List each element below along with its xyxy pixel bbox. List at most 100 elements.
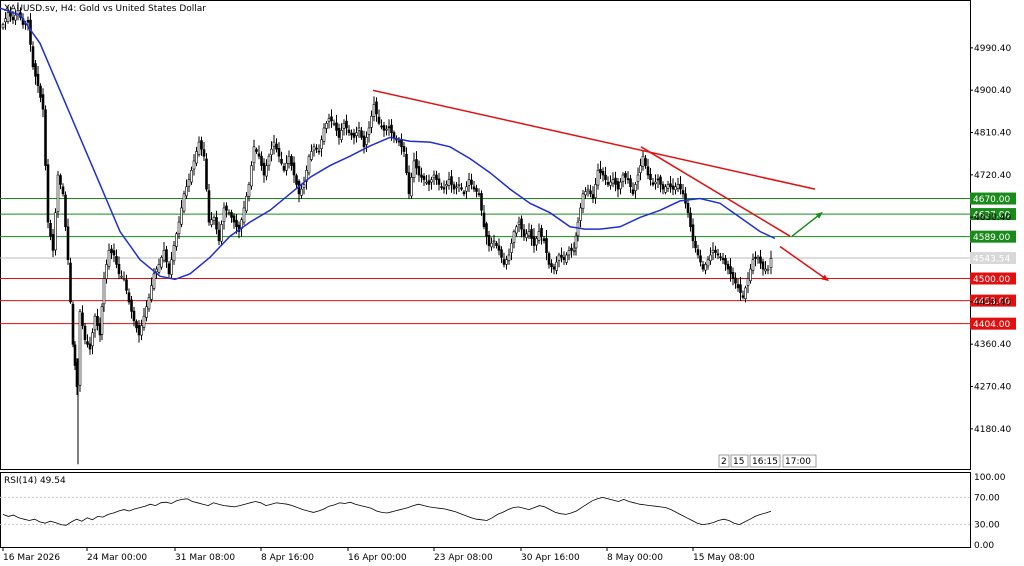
candle-body <box>125 279 128 291</box>
candle-body <box>127 292 131 303</box>
candle-body <box>744 287 747 299</box>
candle-body <box>157 264 161 273</box>
candle-body <box>560 254 563 258</box>
candle-body <box>472 186 476 190</box>
candle-body <box>532 236 536 246</box>
candle-body <box>282 166 286 171</box>
candle-body <box>505 259 508 265</box>
rsi-title: RSI(14) 49.54 <box>4 476 66 486</box>
candle-body <box>599 168 602 173</box>
candle-body <box>445 184 448 187</box>
rsi-panel-frame <box>0 472 971 548</box>
candle-body <box>641 155 645 167</box>
candle-body <box>365 137 368 145</box>
candle-body <box>327 118 331 122</box>
candle-body <box>167 263 171 275</box>
candle-body <box>235 219 238 228</box>
candle-body <box>200 140 203 150</box>
candle-body <box>691 224 695 242</box>
candle-body <box>485 223 488 237</box>
rsi-layer: 100.00 70.00 30.00 0.00 RSI(14) 49.54 <box>0 473 1006 551</box>
candle-body <box>98 323 102 336</box>
candle-body <box>754 256 757 259</box>
candle-body <box>661 184 665 190</box>
candle-body <box>576 221 580 237</box>
rsi-tick-label: 30.00 <box>974 521 1000 531</box>
level-badge-4404.00 <box>970 317 1016 330</box>
candle-body <box>107 249 111 267</box>
candle-body <box>56 174 60 212</box>
candle-body <box>497 245 501 251</box>
candle-body <box>701 264 705 270</box>
candle-body <box>626 178 630 181</box>
candle-body <box>734 277 737 284</box>
trend-line-2 <box>640 146 791 237</box>
candle-body <box>150 285 153 300</box>
candle-body <box>51 234 55 251</box>
candle-body <box>500 249 503 258</box>
candle-body <box>716 253 720 256</box>
candle-body <box>676 184 680 189</box>
candle-body <box>487 235 491 246</box>
candle-body <box>542 238 546 242</box>
candle-body <box>387 126 391 129</box>
level-label-4637.00: 4637.00 <box>973 211 1010 221</box>
candle-body <box>704 264 707 271</box>
level-label-4404.00: 4404.00 <box>973 320 1010 330</box>
candle-body <box>437 178 441 185</box>
candle-body <box>545 238 548 253</box>
candle-body <box>225 205 228 211</box>
candle-body <box>192 160 196 170</box>
candle-body <box>232 215 236 223</box>
candle-body <box>257 153 261 157</box>
candle-body <box>36 73 40 86</box>
candle-body <box>91 332 94 347</box>
candle-body <box>616 181 620 190</box>
chart-title: XAUUSD.sv, H4: Gold vs United States Dol… <box>4 4 206 14</box>
candle-body <box>654 181 657 185</box>
candle-body <box>312 146 316 151</box>
candle-body <box>325 122 328 129</box>
candle-body <box>557 254 561 261</box>
candle-body <box>412 160 416 178</box>
candle-body <box>407 172 411 195</box>
candle-body <box>442 187 446 190</box>
candle-body <box>540 227 543 237</box>
candle-body <box>644 157 647 166</box>
candle-body <box>400 139 403 148</box>
candle-body <box>130 299 133 312</box>
candle-body <box>307 155 311 174</box>
candle-body <box>450 176 453 185</box>
candle-body <box>751 259 755 271</box>
candle-body <box>589 190 592 195</box>
candle-body <box>190 170 193 183</box>
candle-body <box>462 191 466 195</box>
time-tick-label: 8 May 00:00 <box>607 553 663 563</box>
price-tick-label: 4630.40 <box>974 213 1011 223</box>
candle-body <box>165 249 168 263</box>
candle-body <box>6 12 10 22</box>
candle-body <box>335 122 338 131</box>
candle-body <box>699 255 702 263</box>
candle-body <box>180 207 183 225</box>
candle-body <box>565 254 568 263</box>
candle-body <box>392 132 396 138</box>
candle-body <box>275 143 278 150</box>
time-badge-box <box>749 454 781 468</box>
candle-body <box>649 173 652 181</box>
time-tick-label: 16 Mar 2026 <box>3 553 60 563</box>
candle-body <box>210 219 213 226</box>
candle-body <box>302 184 306 188</box>
candle-body <box>182 193 186 212</box>
level-label-4670.00: 4670.00 <box>973 195 1010 205</box>
candle-body <box>515 226 518 234</box>
candle-body <box>579 207 582 221</box>
level-badge-4453.00 <box>970 294 1016 307</box>
candle-body <box>659 176 662 185</box>
candle-body <box>155 268 158 273</box>
candle-body <box>475 188 478 192</box>
candle-body <box>61 186 65 195</box>
candle-body <box>646 166 650 176</box>
candles-layer <box>1 2 773 465</box>
